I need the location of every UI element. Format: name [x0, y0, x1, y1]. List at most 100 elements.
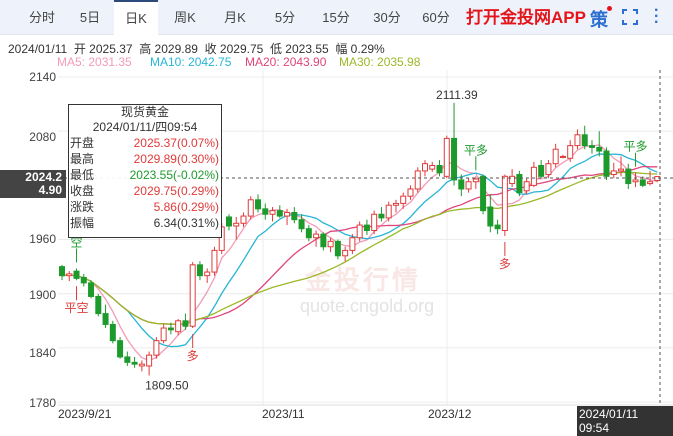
fullscreen-icon[interactable] — [622, 9, 638, 25]
ma30-line — [61, 171, 658, 325]
candle-body — [66, 273, 73, 277]
candle-body — [327, 240, 334, 248]
candle-body — [465, 181, 472, 190]
candle-body — [422, 163, 428, 172]
candle-body — [559, 155, 566, 158]
candle-body — [284, 211, 291, 217]
tooltip-value: 2029.89(0.30%) — [133, 152, 219, 166]
candle-body — [59, 266, 65, 277]
candle-body — [443, 137, 450, 177]
candle-body — [596, 146, 603, 152]
tab-monthly-k[interactable]: 月K — [224, 10, 246, 25]
tab-5min[interactable]: 5分 — [274, 10, 296, 25]
candle-body — [167, 327, 174, 331]
candle-body — [480, 175, 487, 212]
tooltip-key: 最低 — [70, 168, 95, 182]
candle-body — [117, 340, 124, 358]
candle-body — [124, 356, 131, 363]
tooltip-row: 涨跌 5.86(0.29%) — [69, 199, 221, 215]
candle-body — [371, 213, 378, 232]
high-label: 2111.39 — [436, 88, 478, 102]
candle-body — [451, 137, 458, 181]
candle-body — [262, 208, 269, 215]
tooltip-key: 收盘 — [70, 184, 95, 198]
signal-label: 多 — [187, 349, 199, 363]
tab-30min[interactable]: 30分 — [373, 10, 401, 25]
candle-body — [175, 320, 182, 333]
tooltip-value: 2023.55(-0.02%) — [129, 168, 219, 182]
candle-body — [189, 264, 196, 327]
candle-body — [632, 179, 639, 183]
candle-body — [363, 224, 370, 232]
notification-dot — [607, 6, 612, 11]
tab-5day[interactable]: 5日 — [79, 10, 101, 25]
candle-body — [436, 164, 443, 174]
signal-label: 多 — [499, 257, 511, 271]
candle-body — [618, 168, 625, 172]
tooltip-key: 振幅 — [70, 216, 95, 230]
candle-body — [146, 354, 153, 367]
candle-body — [654, 176, 661, 182]
candle-body — [160, 327, 167, 342]
signal-label: 平多 — [624, 140, 648, 154]
tab-weekly-k[interactable]: 周K — [174, 10, 196, 25]
y-tick: 2080 — [29, 130, 56, 144]
candle-body — [349, 237, 356, 251]
tooltip-row: 最高 2029.89(0.30%) — [69, 151, 221, 167]
ohlc-info-line: 2024/01/11 开 2025.37 高 2029.89 收 2029.75… — [8, 42, 385, 56]
tab-15min[interactable]: 15分 — [322, 10, 350, 25]
candle-body — [73, 270, 80, 279]
candle-body — [247, 199, 254, 217]
candle-body — [378, 213, 385, 219]
candle-body — [639, 179, 646, 186]
candle-body — [138, 363, 145, 367]
candle-body — [342, 249, 349, 257]
y-tick: 1780 — [29, 396, 56, 410]
tooltip-date: 2024/01/11/四09:54 — [92, 120, 198, 134]
candle-body — [530, 166, 537, 186]
x-label: 2023/9/21 — [58, 407, 112, 421]
y-tick: 2140 — [29, 70, 56, 84]
tooltip-row: 开盘 2025.37(0.07%) — [69, 135, 221, 151]
tab-intraday[interactable]: 分时 — [28, 10, 55, 25]
candle-body — [356, 224, 363, 239]
crosshair-time-label: 2024/01/11 09:54 — [577, 406, 673, 436]
candle-body — [204, 271, 211, 277]
candle-body — [102, 313, 109, 325]
tooltip-key: 最高 — [70, 152, 95, 166]
candle-body — [182, 320, 189, 327]
tooltip-row: 最低 2023.55(-0.02%) — [69, 167, 221, 183]
candle-body — [647, 181, 654, 185]
watermark-url: quote.cngold.org — [300, 296, 435, 316]
crosshair-price-label: 2024.2 4.90 — [0, 170, 66, 198]
signal-label: 平空 — [65, 301, 89, 315]
tooltip-row: 振幅 6.34(0.31%) — [69, 215, 221, 231]
open-app-link[interactable]: 打开金投网APP — [466, 8, 586, 27]
candle-body — [255, 199, 262, 210]
candle-body — [501, 175, 508, 232]
y-tick: 1960 — [29, 232, 56, 246]
tooltip: 现货黄金 2024/01/11/四09:54 开盘 2025.37(0.07%) 最… — [68, 104, 222, 238]
more-vertical-icon[interactable]: · · · — [654, 2, 660, 31]
tab-60min[interactable]: 60分 — [422, 10, 450, 25]
candle-body — [603, 150, 610, 177]
tooltip-row: 收盘 2029.75(0.29%) — [69, 183, 221, 199]
candle-body — [625, 168, 632, 185]
tooltip-value: 2029.75(0.29%) — [133, 184, 219, 198]
strategy-button[interactable]: 策 — [590, 10, 608, 30]
candle-body — [305, 228, 312, 239]
x-label: 2023/11 — [262, 407, 305, 421]
candle-body — [414, 170, 421, 190]
candle-body — [610, 170, 617, 176]
candle-body — [211, 249, 218, 273]
tab-daily-k[interactable]: 日K — [114, 0, 158, 35]
candle-body — [516, 174, 523, 194]
low-label: 1809.50 — [145, 378, 189, 392]
candle-body — [581, 134, 588, 147]
candle-body — [458, 179, 465, 190]
x-label: 2023/12 — [428, 407, 472, 421]
candle-body — [472, 178, 479, 183]
candle-body — [494, 224, 501, 230]
signal-label: 平多 — [464, 143, 488, 157]
